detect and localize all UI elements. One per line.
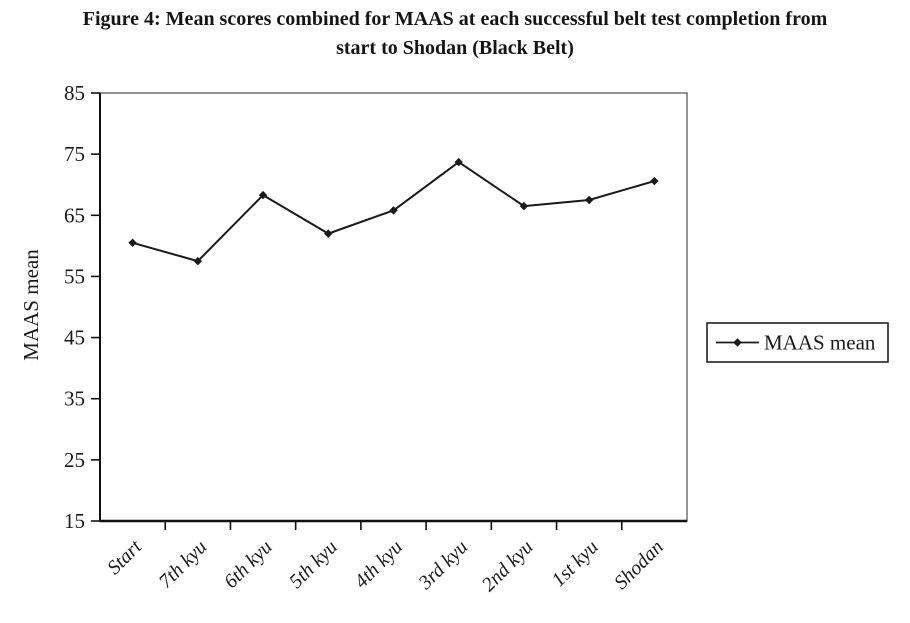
plot-border	[99, 92, 688, 522]
y-tick-label: 45	[64, 326, 85, 350]
legend: MAAS mean	[706, 322, 889, 363]
x-category-label: 6th kyu	[220, 536, 277, 593]
x-category-label: 7th kyu	[155, 536, 212, 593]
y-axis-title: MAAS mean	[19, 249, 43, 361]
figure-title-line1: Figure 4: Mean scores combined for MAAS …	[82, 8, 828, 30]
y-tick-label: 25	[64, 448, 85, 472]
data-point-marker	[454, 157, 463, 167]
x-category-label: Start	[103, 536, 146, 579]
legend-diamond-marker-icon	[733, 338, 742, 347]
figure-title: Figure 4: Mean scores combined for MAAS …	[0, 5, 910, 63]
legend-label: MAAS mean	[764, 331, 876, 355]
x-category-label: 1st kyu	[547, 536, 602, 591]
data-point-marker	[650, 176, 659, 186]
x-category-label: 5th kyu	[285, 536, 342, 593]
data-point-marker	[584, 195, 594, 205]
data-point-marker	[519, 201, 529, 211]
y-tick-label: 75	[64, 142, 85, 166]
data-point-marker	[128, 238, 137, 247]
y-tick-label: 55	[64, 264, 85, 288]
x-category-label: 4th kyu	[350, 536, 407, 593]
data-point-marker	[258, 190, 268, 200]
y-tick-label: 85	[64, 81, 85, 105]
x-category-label: Shodan	[610, 536, 668, 594]
y-tick-label: 15	[64, 509, 85, 533]
figure-title-line2: start to Shodan (Black Belt)	[336, 37, 574, 59]
data-point-marker	[193, 256, 203, 266]
y-tick-label: 65	[64, 203, 85, 227]
x-category-label: 2nd kyu	[478, 536, 538, 596]
plot-area: 85 75 65 55 45 35 25 15 Start 7th kyu 6th kyu 5th k…	[64, 81, 688, 596]
y-tick-label: 35	[64, 387, 85, 411]
x-category-label: 3rd kyu	[414, 536, 473, 595]
data-point-marker	[389, 206, 398, 215]
data-point-marker	[324, 229, 333, 238]
